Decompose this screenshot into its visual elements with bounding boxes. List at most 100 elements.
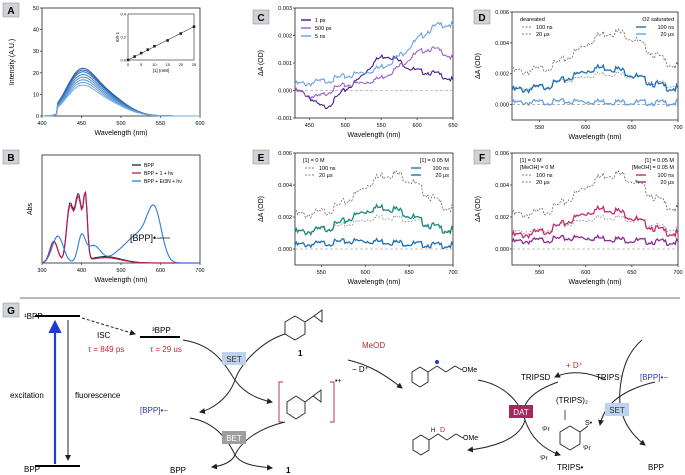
y-tick-label: 0.002	[278, 215, 292, 221]
radical-cation-charge: •+	[335, 378, 342, 385]
y-tick-label: 0.002	[495, 72, 509, 78]
set-right-curve-2	[598, 381, 656, 426]
inset-y-tick: 0.2	[120, 35, 126, 40]
radical-anion-annotation: [BPP]•−	[130, 233, 161, 243]
x-tick-label: 500	[116, 121, 125, 127]
inset-point	[146, 48, 150, 51]
y-tick-label: 0.002	[495, 215, 509, 221]
trips-dimer: (TRIPS)₂	[556, 396, 588, 405]
y-axis-label: ΔA (OD)	[475, 196, 482, 222]
y-tick-label: 0.004	[495, 41, 509, 47]
legend-label-right: 20 μs	[435, 173, 449, 179]
legend-label: 1 ps	[315, 18, 326, 24]
x-tick-label: 500	[116, 268, 125, 274]
chart-c: 450 500 550 600 650 -0.001 0.000 0.001 0.002 0.00…	[258, 6, 458, 139]
panel-label-a: A	[7, 6, 14, 17]
ipr-2: ⁱPr	[583, 444, 591, 452]
ome-label-2: OMe	[463, 435, 478, 442]
x-tick-label: 600	[156, 268, 165, 274]
inset-x-label: [1] (mM)	[153, 68, 170, 73]
legend-label-left: 20 μs	[536, 180, 550, 186]
chart-f: 550 600 650 700 0.000 0.002 0.004 0.006 Waveleng…	[475, 151, 683, 286]
y-tick-label: 0.004	[495, 183, 509, 189]
inset-x-tick: 10	[152, 62, 157, 67]
ipr-1: ⁱPr	[542, 425, 550, 433]
y-axis-label: ΔA (OD)	[258, 50, 265, 76]
set-curve-2	[199, 333, 286, 414]
trace-solid-100ns	[294, 203, 454, 237]
x-tick-label: 700	[673, 125, 682, 131]
legend-left-title-2: [MeOH] = 0 M	[520, 165, 555, 171]
legend-right-title-2: [MeOH] = 0.05 M	[632, 165, 674, 171]
x-tick-label: 400	[37, 121, 46, 127]
y-tick-label: 0.003	[278, 6, 292, 12]
trace-solid-20us	[511, 234, 679, 246]
y-tick-label: 0.006	[278, 151, 292, 157]
x-tick-label: 500	[341, 123, 350, 129]
legend-label-left: 100 ns	[536, 25, 553, 31]
trace-dashed-100ns	[511, 170, 679, 219]
benzylic-radical	[411, 365, 463, 388]
dat-label: DAT	[513, 408, 529, 417]
y-tick-label: 0.006	[495, 151, 509, 157]
legend-label-left: 20 μs	[319, 173, 333, 179]
x-tick-label: 450	[77, 121, 86, 127]
x-axis-label: Wavelength (nm)	[568, 279, 621, 286]
bet-curve-2	[211, 421, 286, 470]
trace-solid-100ns	[511, 204, 679, 240]
legend-label-right: 100 ns	[657, 173, 674, 179]
bpp-et3n-line	[41, 204, 200, 264]
inset-point	[192, 25, 196, 28]
minus-d-label: − D⁺	[352, 365, 369, 374]
inset-point	[153, 44, 156, 48]
tripsd-label: TRIPSD	[521, 373, 551, 382]
inset-x-tick: 15	[165, 62, 170, 67]
plot-frame	[294, 152, 454, 266]
plot-frame	[511, 11, 679, 121]
y-tick-label: -0.001	[276, 116, 292, 122]
h-label: H	[431, 428, 435, 434]
x-tick-label: 300	[37, 268, 46, 274]
set-right-curve	[619, 339, 646, 446]
s0-label: BPP	[24, 465, 40, 474]
x-tick-label: 700	[673, 270, 682, 276]
y-tick-label: 10	[33, 92, 39, 98]
bpp-radical-right: [BPP]•−	[640, 373, 668, 382]
x-tick-label: 600	[195, 121, 204, 127]
plot-frame	[41, 154, 201, 264]
legend-label-left: 20 μs	[536, 32, 550, 38]
x-tick-label: 650	[627, 270, 636, 276]
trace-dashed-100ns	[511, 28, 679, 76]
excitation-label: excitation	[10, 391, 44, 400]
inset-x-tick: 0	[127, 62, 130, 67]
set-right-box	[605, 403, 629, 416]
legend-label: BPP	[144, 163, 155, 169]
inset-y-tick: 0.0	[120, 58, 126, 63]
x-tick-label: 550	[156, 121, 165, 127]
bpp-right: BPP	[648, 463, 664, 472]
y-axis-label: ΔA (OD)	[475, 53, 482, 79]
trace-1ps	[294, 53, 454, 110]
y-tick-label: 30	[33, 49, 39, 55]
set-box	[222, 352, 246, 365]
y-tick-label: 50	[33, 6, 39, 12]
x-tick-label: 550	[317, 270, 326, 276]
t1-label: ³BPP	[152, 326, 171, 335]
trace-solid-20us	[511, 97, 679, 107]
x-tick-label: 650	[448, 123, 457, 129]
legend-label-right: 100 ns	[432, 166, 449, 172]
legend-label: 500 ps	[315, 26, 332, 32]
inset-point	[166, 39, 169, 42]
bpp-1-line	[41, 192, 200, 264]
x-tick-label: 600	[361, 270, 370, 276]
meod-arrow	[347, 359, 403, 389]
x-tick-label: 700	[448, 270, 457, 276]
dat-curve-2	[467, 381, 559, 453]
bpp-bottom: BPP	[170, 466, 186, 475]
chart-b: 300 400 500 600 700 Wavelength (nm) Abs BPP BPP …	[27, 154, 205, 284]
trace-dashed-20us	[511, 71, 679, 91]
trace-5ns	[294, 20, 454, 87]
set-right-label: SET	[609, 406, 625, 415]
legend-left-title: [1] = 0 M	[303, 158, 325, 164]
